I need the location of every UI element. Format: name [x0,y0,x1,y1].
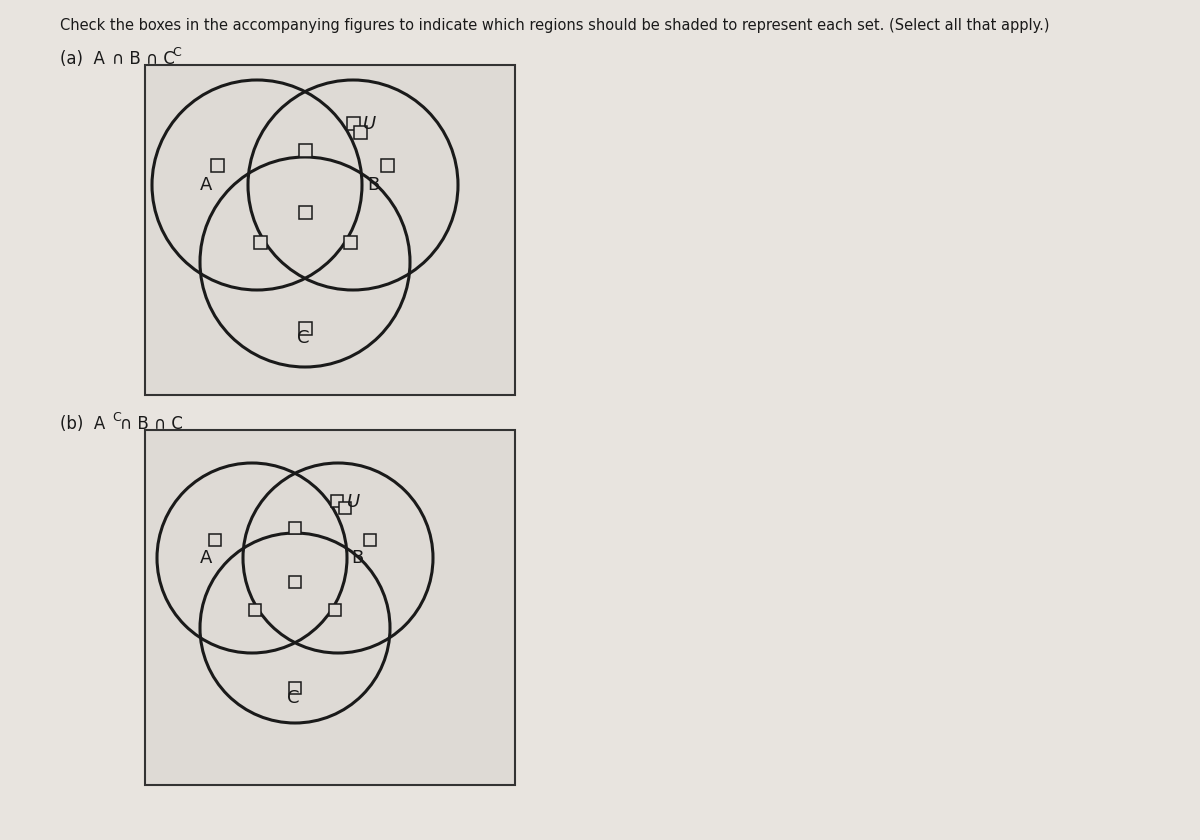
Text: ∩ B ∩ C: ∩ B ∩ C [120,415,182,433]
Text: A: A [200,176,212,194]
Text: (b)  A: (b) A [60,415,106,433]
Bar [253,235,266,249]
Text: U: U [347,493,360,511]
Bar [145,430,515,785]
Bar [380,159,394,171]
Bar [331,495,343,507]
Bar [329,604,341,616]
Bar [210,159,223,171]
Bar [299,206,312,218]
Text: U: U [364,115,376,133]
Text: Check the boxes in the accompanying figures to indicate which regions should be : Check the boxes in the accompanying figu… [60,18,1050,33]
Text: B: B [352,549,364,567]
Bar [289,682,301,694]
Bar [299,144,312,156]
Text: C: C [298,329,310,347]
Bar [145,65,515,395]
Bar [209,534,221,546]
Bar [289,576,301,588]
Bar [364,534,376,546]
Bar [340,502,352,514]
Text: A: A [200,549,212,567]
Bar [343,235,356,249]
Text: ∩ B ∩ C: ∩ B ∩ C [112,50,175,68]
Text: C: C [112,411,121,424]
Bar [250,604,262,616]
Text: C: C [172,46,181,59]
Text: B: B [367,176,379,194]
Text: C: C [287,689,300,707]
Bar [354,125,366,139]
Bar [299,322,312,334]
Text: (a)  A: (a) A [60,50,104,68]
Bar [289,522,301,534]
Bar [347,117,360,129]
